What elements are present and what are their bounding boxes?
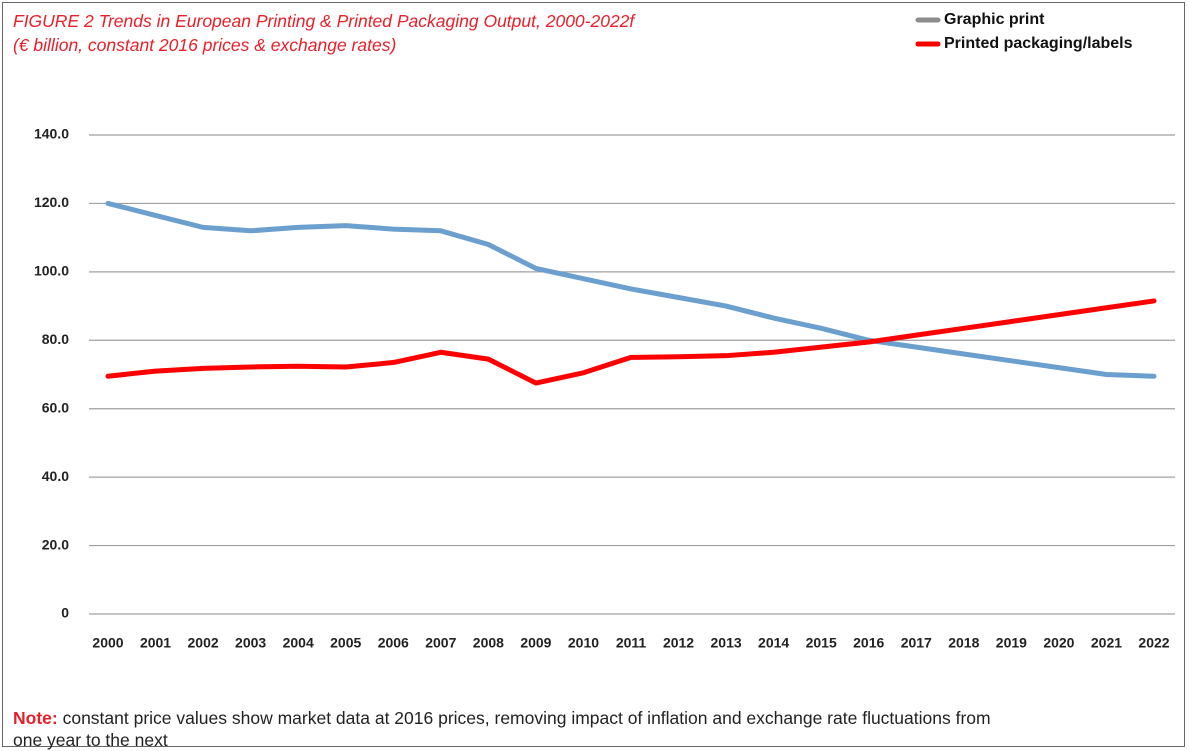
note: Note: constant price values show market … — [13, 707, 1023, 751]
x-tick-label: 2019 — [996, 635, 1027, 651]
x-tick-label: 2000 — [92, 635, 123, 651]
y-tick-label: 40.0 — [42, 468, 69, 484]
x-tick-label: 2001 — [140, 635, 171, 651]
y-tick-label: 100.0 — [34, 263, 69, 279]
x-tick-label: 2014 — [758, 635, 789, 651]
x-tick-label: 2012 — [663, 635, 694, 651]
y-tick-label: 0 — [61, 605, 69, 621]
y-tick-label: 60.0 — [42, 399, 69, 415]
x-tick-label: 2008 — [473, 635, 504, 651]
chart-subtitle: (€ billion, constant 2016 prices & excha… — [13, 35, 397, 55]
x-tick-label: 2009 — [520, 635, 551, 651]
x-tick-label: 2007 — [425, 635, 456, 651]
x-tick-label: 2015 — [806, 635, 837, 651]
note-label: Note: — [13, 708, 58, 728]
x-tick-label: 2018 — [948, 635, 979, 651]
x-tick-label: 2021 — [1091, 635, 1122, 651]
x-tick-label: 2010 — [568, 635, 599, 651]
x-tick-label: 2011 — [616, 635, 647, 651]
y-tick-label: 120.0 — [34, 194, 69, 210]
x-tick-label: 2022 — [1138, 635, 1169, 651]
legend-label: Printed packaging/labels — [944, 35, 1133, 52]
x-tick-label: 2016 — [853, 635, 884, 651]
y-tick-label: 20.0 — [42, 536, 69, 552]
y-tick-label: 140.0 — [34, 126, 69, 142]
x-tick-label: 2003 — [235, 635, 266, 651]
series-line — [105, 200, 1157, 379]
legend-label: Graphic print — [944, 11, 1045, 28]
x-tick-label: 2013 — [711, 635, 742, 651]
x-tick-label: 2004 — [283, 635, 314, 651]
x-tick-label: 2005 — [330, 635, 361, 651]
x-tick-label: 2020 — [1043, 635, 1074, 651]
x-tick-label: 2002 — [188, 635, 219, 651]
y-tick-label: 80.0 — [42, 331, 69, 347]
note-text: constant price values show market data a… — [13, 708, 991, 750]
chart: 0 20.0 40.0 60.0 80.0 100.0 120.0 140.0 2000 2001… — [34, 11, 1175, 651]
x-tick-label: 2017 — [901, 635, 932, 651]
x-tick-label: 2006 — [378, 635, 409, 651]
chart-title: FIGURE 2 Trends in European Printing & P… — [13, 11, 635, 31]
series-line — [105, 298, 1157, 386]
